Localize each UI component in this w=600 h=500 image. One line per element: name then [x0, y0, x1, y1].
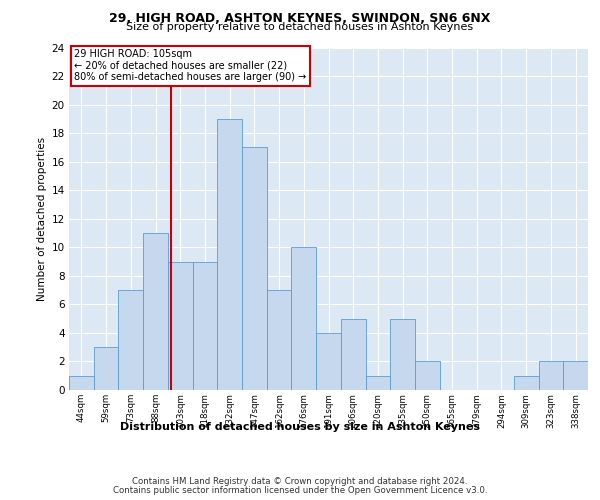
Text: 29 HIGH ROAD: 105sqm
← 20% of detached houses are smaller (22)
80% of semi-detac: 29 HIGH ROAD: 105sqm ← 20% of detached h… — [74, 49, 307, 82]
Bar — [69, 376, 94, 390]
Text: Distribution of detached houses by size in Ashton Keynes: Distribution of detached houses by size … — [120, 422, 480, 432]
Bar — [94, 347, 118, 390]
Text: Contains public sector information licensed under the Open Government Licence v3: Contains public sector information licen… — [113, 486, 487, 495]
Bar — [390, 318, 415, 390]
Bar — [143, 233, 168, 390]
Bar — [514, 376, 539, 390]
Bar — [539, 362, 563, 390]
Text: Contains HM Land Registry data © Crown copyright and database right 2024.: Contains HM Land Registry data © Crown c… — [132, 478, 468, 486]
Bar — [168, 262, 193, 390]
Bar — [118, 290, 143, 390]
Bar — [242, 148, 267, 390]
Bar — [563, 362, 588, 390]
Bar — [292, 248, 316, 390]
Y-axis label: Number of detached properties: Number of detached properties — [37, 136, 47, 301]
Bar — [316, 333, 341, 390]
Bar — [217, 119, 242, 390]
Bar — [193, 262, 217, 390]
Bar — [341, 318, 365, 390]
Text: Size of property relative to detached houses in Ashton Keynes: Size of property relative to detached ho… — [127, 22, 473, 32]
Text: 29, HIGH ROAD, ASHTON KEYNES, SWINDON, SN6 6NX: 29, HIGH ROAD, ASHTON KEYNES, SWINDON, S… — [109, 12, 491, 24]
Bar — [415, 362, 440, 390]
Bar — [365, 376, 390, 390]
Bar — [267, 290, 292, 390]
